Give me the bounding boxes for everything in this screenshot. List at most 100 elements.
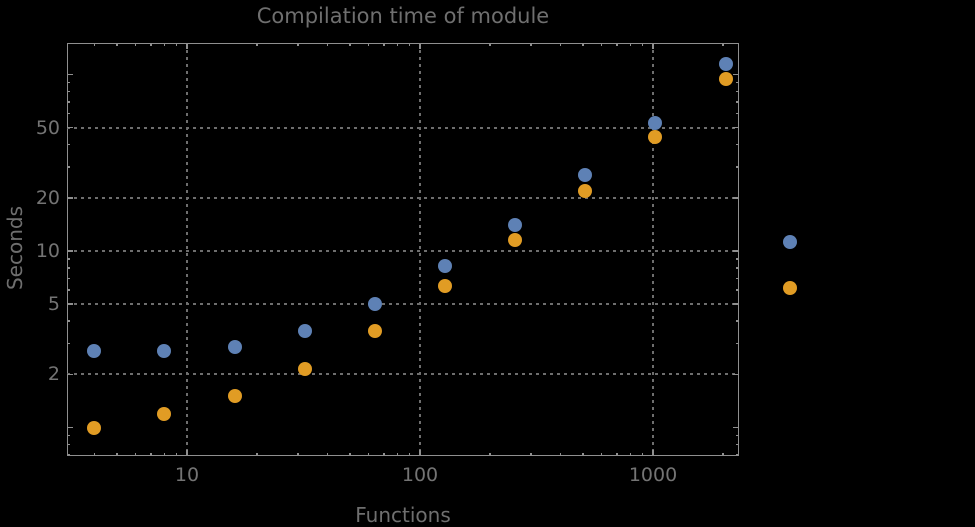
- x-tick: [326, 453, 329, 456]
- x-tick-mirror: [600, 43, 603, 46]
- y-gridline: [67, 196, 739, 199]
- data-point-series-2-orange: [578, 183, 593, 198]
- x-gridline: [419, 43, 421, 456]
- x-tick-mirror: [582, 43, 584, 46]
- y-tick-mirror: [736, 342, 739, 345]
- x-tick: [175, 453, 178, 456]
- y-tick-mirror: [736, 81, 739, 84]
- y-tick: [67, 112, 70, 115]
- x-gridline: [652, 43, 654, 456]
- x-tick-mirror: [396, 43, 399, 46]
- x-tick-mirror: [150, 43, 152, 46]
- x-tick-mirror: [419, 43, 421, 49]
- x-tick: [641, 453, 644, 456]
- y-tick: [67, 289, 70, 291]
- x-tick: [652, 450, 654, 456]
- data-point-series-2-orange: [718, 72, 733, 87]
- x-tick-mirror: [93, 43, 96, 46]
- x-tick-label: 1000: [628, 464, 678, 486]
- y-tick-mirror: [736, 277, 739, 280]
- x-tick-mirror: [530, 43, 532, 46]
- y-tick: [67, 143, 70, 146]
- x-tick: [722, 453, 724, 456]
- x-tick: [396, 453, 399, 456]
- x-tick-mirror: [408, 43, 411, 46]
- y-tick-mirror: [736, 434, 739, 437]
- y-tick: [67, 166, 70, 168]
- data-point-series-2-orange: [367, 324, 382, 339]
- x-tick-mirror: [641, 43, 644, 46]
- y-tick: [67, 303, 73, 305]
- x-axis-label: Functions: [355, 503, 451, 527]
- y-tick-mirror: [736, 320, 739, 322]
- x-tick: [383, 453, 385, 456]
- x-tick-mirror: [383, 43, 385, 46]
- y-tick-mirror: [733, 197, 739, 199]
- legend-marker-series-1-blue: [783, 235, 797, 249]
- y-tick: [67, 250, 73, 252]
- y-tick-label: 50: [35, 116, 60, 139]
- y-tick-mirror: [733, 126, 739, 129]
- y-tick: [67, 81, 70, 84]
- legend-marker-series-2-orange: [783, 281, 797, 295]
- y-tick-mirror: [736, 90, 739, 93]
- y-tick: [67, 197, 73, 199]
- y-tick-mirror: [736, 112, 739, 115]
- x-tick-label: 10: [174, 464, 200, 486]
- x-tick: [93, 453, 96, 456]
- data-point-series-1-blue: [367, 297, 382, 312]
- data-point-series-2-orange: [87, 420, 102, 435]
- data-point-series-1-blue: [508, 218, 523, 233]
- x-tick: [408, 453, 411, 456]
- data-point-series-1-blue: [87, 344, 102, 359]
- data-point-series-1-blue: [297, 324, 312, 339]
- x-tick-mirror: [175, 43, 178, 46]
- data-point-series-1-blue: [648, 116, 663, 131]
- x-tick-mirror: [116, 43, 118, 46]
- x-tick: [629, 453, 632, 456]
- x-tick-mirror: [489, 43, 491, 46]
- y-tick: [67, 434, 70, 437]
- y-tick: [67, 443, 70, 446]
- y-tick-label: 5: [47, 293, 60, 316]
- x-tick-mirror: [256, 43, 258, 46]
- y-tick-label: 20: [35, 186, 60, 209]
- y-tick-mirror: [733, 73, 739, 76]
- data-point-series-1-blue: [578, 167, 593, 182]
- x-tick-label: 100: [401, 464, 439, 486]
- y-tick-mirror: [736, 267, 739, 269]
- x-tick: [150, 453, 152, 456]
- y-tick-mirror: [736, 454, 739, 456]
- y-tick-mirror: [733, 250, 739, 252]
- y-tick: [67, 90, 70, 93]
- x-tick: [582, 453, 584, 456]
- data-point-series-2-orange: [648, 130, 663, 145]
- y-tick-label: 2: [47, 363, 60, 386]
- y-tick: [67, 73, 73, 76]
- x-tick-mirror: [297, 43, 299, 46]
- x-tick-mirror: [186, 43, 188, 49]
- x-tick: [134, 453, 137, 456]
- x-tick-mirror: [349, 43, 351, 46]
- y-tick: [67, 454, 70, 456]
- y-tick-mirror: [736, 166, 739, 168]
- y-tick-mirror: [736, 443, 739, 446]
- y-tick-mirror: [736, 258, 739, 260]
- y-gridline: [67, 250, 739, 252]
- chart-title: Compilation time of module: [256, 4, 550, 28]
- y-tick-mirror: [733, 303, 739, 305]
- x-tick: [297, 453, 299, 456]
- y-tick: [67, 426, 73, 429]
- x-tick-mirror: [629, 43, 632, 46]
- x-tick: [116, 453, 118, 456]
- x-tick: [489, 453, 491, 456]
- x-tick: [349, 453, 351, 456]
- y-tick: [67, 258, 70, 260]
- y-tick: [67, 320, 70, 322]
- data-point-series-2-orange: [297, 361, 312, 376]
- data-point-series-1-blue: [157, 344, 172, 359]
- data-point-series-1-blue: [437, 259, 452, 274]
- x-tick-mirror: [163, 43, 166, 46]
- y-tick: [67, 101, 70, 103]
